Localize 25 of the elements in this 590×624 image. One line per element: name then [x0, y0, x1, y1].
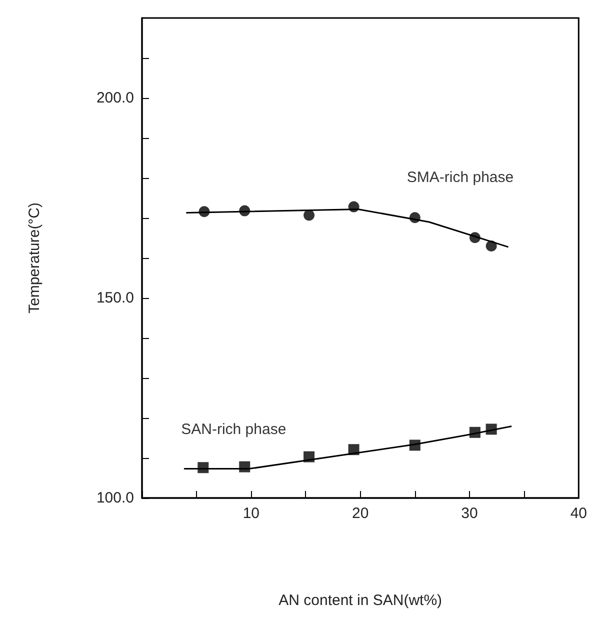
series-label: SAN-rich phase [181, 421, 286, 438]
point [198, 206, 210, 218]
point [304, 451, 315, 462]
point [486, 424, 497, 435]
point [409, 212, 420, 224]
point [469, 232, 480, 244]
x-axis-title: AN content in SAN(wt%) [278, 592, 442, 609]
point [239, 205, 250, 216]
y-axis-title: Temperature(°C) [26, 202, 43, 314]
x-tick-label: 30 [461, 505, 478, 522]
point [198, 462, 209, 474]
x-tick-label: 40 [570, 505, 587, 522]
x-tick-label: 20 [352, 505, 369, 522]
y-tick-label: 200.0 [96, 90, 134, 106]
point [486, 240, 497, 252]
point [304, 210, 315, 221]
point [239, 461, 250, 472]
y-tick-label: 100.0 [96, 490, 134, 506]
x-tick-label: 10 [242, 505, 260, 522]
point [348, 444, 360, 456]
point [409, 440, 420, 451]
series-label: SMA-rich phase [406, 169, 514, 186]
y-tick-label: 150.0 [96, 290, 134, 306]
point [469, 426, 480, 438]
point [348, 201, 360, 212]
